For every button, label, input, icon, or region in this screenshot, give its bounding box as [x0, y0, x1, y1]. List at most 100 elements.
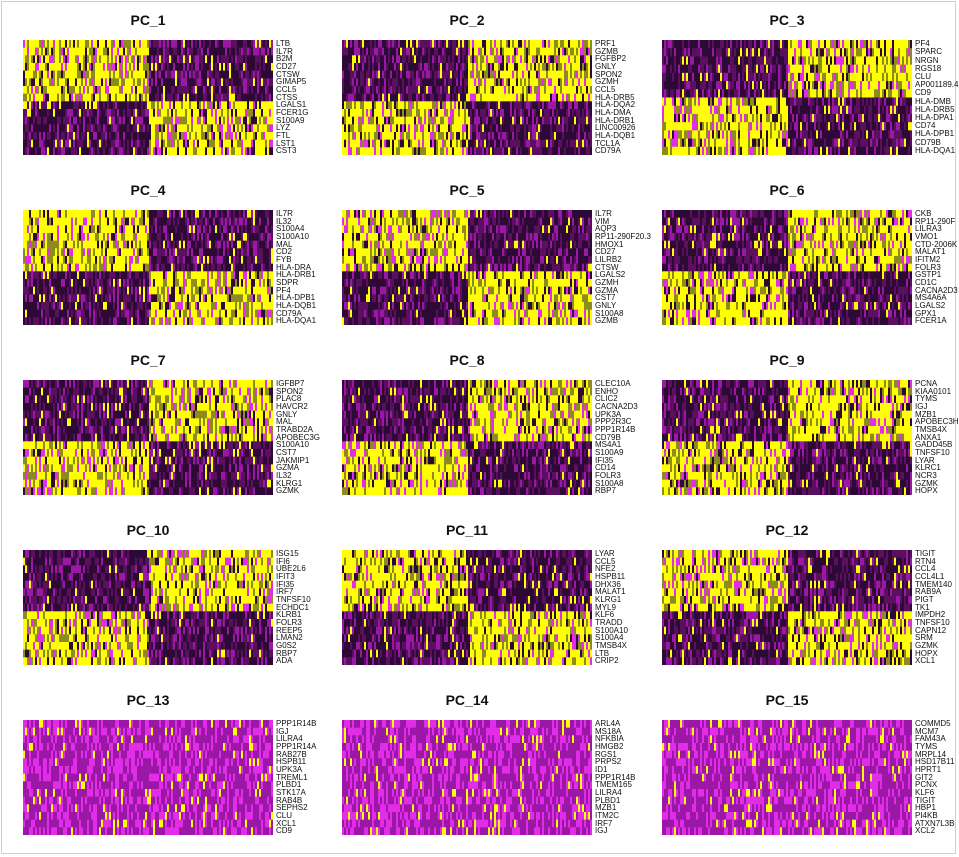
- heatmap-cell: [748, 113, 751, 123]
- heatmap-cell: [249, 78, 252, 87]
- heatmap-cell: [748, 56, 751, 65]
- heatmap-cell: [562, 132, 565, 140]
- heatmap-cell: [151, 93, 154, 102]
- heatmap-cell: [229, 63, 232, 71]
- heatmap-cell: [27, 116, 30, 125]
- heatmap-cell: [79, 78, 82, 87]
- heatmap-cell: [708, 72, 711, 82]
- heatmap-cell: [358, 139, 361, 148]
- heatmap-cell: [209, 93, 212, 102]
- heatmap-cell: [678, 105, 681, 115]
- heatmap-cell: [27, 101, 30, 110]
- heatmap-cell: [35, 93, 38, 102]
- heatmap-cell: [201, 78, 204, 87]
- heatmap-cell: [662, 48, 665, 57]
- heatmap-cell: [460, 101, 463, 110]
- heatmap-cell: [109, 132, 112, 140]
- heatmap-cell: [830, 89, 833, 98]
- heatmap-cell: [456, 93, 459, 102]
- heatmap-cell: [113, 78, 116, 87]
- heatmap-cell: [810, 105, 813, 115]
- heatmap-cell: [61, 55, 64, 64]
- heatmap-cell: [95, 47, 98, 56]
- heatmap-cell: [263, 47, 266, 56]
- heatmap-cell: [157, 147, 160, 155]
- heatmap-cell: [788, 113, 791, 123]
- heatmap-cell: [560, 93, 563, 102]
- heatmap-cell: [87, 109, 90, 117]
- heatmap-cell: [253, 109, 256, 117]
- heatmap-cell: [502, 139, 505, 148]
- heatmap-cell: [704, 113, 707, 123]
- heatmap-cell: [412, 109, 415, 117]
- heatmap-cell: [51, 55, 54, 64]
- heatmap-cell: [356, 93, 359, 102]
- heatmap-cell: [267, 93, 270, 102]
- heatmap-cell: [127, 93, 130, 102]
- heatmap-cell: [536, 132, 539, 140]
- heatmap-cell: [464, 55, 467, 64]
- heatmap-cell: [486, 47, 489, 56]
- heatmap-cell: [396, 132, 399, 140]
- heatmap-cell: [221, 109, 224, 117]
- heatmap-cell: [718, 72, 721, 82]
- heatmap-cell: [241, 124, 244, 133]
- heatmap-cell: [23, 147, 26, 155]
- heatmap-cell: [145, 63, 148, 71]
- heatmap-cell: [33, 132, 36, 140]
- heatmap-cell: [119, 55, 122, 64]
- heatmap-cell: [257, 116, 260, 125]
- heatmap-cell: [532, 132, 535, 140]
- heatmap-cell: [249, 116, 252, 125]
- heatmap-cell: [147, 93, 150, 102]
- heatmap-cell: [484, 139, 487, 148]
- heatmap-cell: [129, 132, 132, 140]
- heatmap-cell: [852, 64, 855, 74]
- heatmap-cell: [191, 47, 194, 56]
- heatmap-cell: [366, 139, 369, 148]
- heatmap-cell: [402, 86, 405, 94]
- heatmap-cell: [462, 132, 465, 140]
- heatmap-cell: [840, 64, 843, 74]
- heatmap-cell: [698, 89, 701, 98]
- heatmap-cell: [33, 40, 36, 48]
- heatmap-cell: [406, 147, 409, 155]
- heatmap-cell: [700, 48, 703, 57]
- heatmap-cell: [85, 101, 88, 110]
- heatmap-cell: [576, 70, 579, 79]
- heatmap-cell: [888, 56, 891, 65]
- heatmap-cell: [670, 105, 673, 115]
- heatmap-cell: [229, 55, 232, 64]
- heatmap-cell: [758, 64, 761, 74]
- heatmap-cell: [452, 70, 455, 79]
- heatmap-cell: [514, 147, 517, 155]
- heatmap-cell: [422, 78, 425, 87]
- heatmap-cell: [189, 101, 192, 110]
- heatmap-cell: [217, 86, 220, 94]
- heatmap-cell: [706, 113, 709, 123]
- heatmap-cell: [249, 86, 252, 94]
- heatmap-cell: [832, 64, 835, 74]
- heatmap-cell: [494, 132, 497, 140]
- heatmap-cell: [267, 101, 270, 110]
- heatmap-cell: [474, 139, 477, 148]
- heatmap-cell: [107, 101, 110, 110]
- heatmap-cell: [838, 81, 841, 90]
- heatmap-cell: [860, 89, 863, 98]
- heatmap-cell: [39, 63, 42, 71]
- heatmap-cell: [534, 101, 537, 110]
- heatmap-cell: [498, 86, 501, 94]
- heatmap-cell: [165, 101, 168, 110]
- heatmap-cell: [840, 97, 843, 107]
- heatmap-cell: [374, 86, 377, 94]
- heatmap-cell: [840, 72, 843, 82]
- heatmap-cell: [107, 78, 110, 87]
- heatmap-cell: [41, 40, 44, 48]
- heatmap-cell: [157, 86, 160, 94]
- heatmap-cell: [127, 86, 130, 94]
- heatmap-cell: [908, 97, 911, 107]
- heatmap-cell: [406, 139, 409, 148]
- heatmap-cell: [165, 47, 168, 56]
- heatmap-cell: [804, 89, 807, 98]
- heatmap-cell: [135, 132, 138, 140]
